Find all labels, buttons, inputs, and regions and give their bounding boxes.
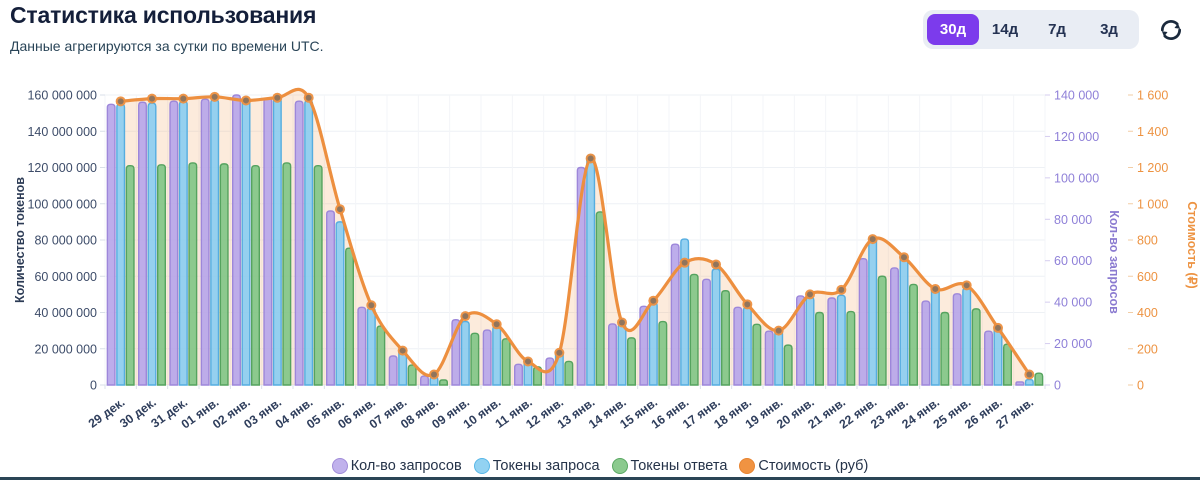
svg-text:160 000 000: 160 000 000 xyxy=(27,89,97,103)
svg-text:800: 800 xyxy=(1137,234,1158,248)
legend-item[interactable]: Токены ответа xyxy=(611,458,728,474)
range-button-7d[interactable]: 7д xyxy=(1031,14,1083,45)
svg-text:100 000 000: 100 000 000 xyxy=(27,197,97,211)
svg-text:20 000 000: 20 000 000 xyxy=(34,342,97,356)
svg-text:100 000: 100 000 xyxy=(1054,171,1099,185)
legend-item[interactable]: Кол-во запросов xyxy=(331,458,462,474)
range-button-30d[interactable]: 30д xyxy=(927,14,979,45)
legend-label: Стоимость (руб) xyxy=(758,458,869,474)
svg-text:60 000 000: 60 000 000 xyxy=(34,270,97,284)
svg-text:1 200: 1 200 xyxy=(1137,161,1168,175)
svg-text:0: 0 xyxy=(1054,379,1061,393)
page-title: Статистика использования xyxy=(10,2,317,28)
legend-label: Токены ответа xyxy=(630,458,728,474)
svg-text:80 000: 80 000 xyxy=(1054,213,1092,227)
svg-text:1 600: 1 600 xyxy=(1137,89,1168,103)
svg-text:40 000 000: 40 000 000 xyxy=(34,306,97,320)
svg-text:140 000 000: 140 000 000 xyxy=(27,125,97,139)
svg-text:Кол-во запросов: Кол-во запросов xyxy=(1107,210,1121,314)
svg-text:Количество токенов: Количество токенов xyxy=(13,177,27,303)
svg-text:0: 0 xyxy=(90,379,97,393)
svg-text:120 000 000: 120 000 000 xyxy=(27,161,97,175)
svg-text:400: 400 xyxy=(1137,306,1158,320)
svg-text:0: 0 xyxy=(1137,379,1144,393)
chart-legend: Кол-во запросов Токены запроса Токены отве… xyxy=(0,458,1200,474)
svg-text:1 400: 1 400 xyxy=(1137,125,1168,139)
svg-text:1 000: 1 000 xyxy=(1137,197,1168,211)
legend-label: Токены запроса xyxy=(492,458,600,474)
legend-marker-icon xyxy=(331,458,348,474)
page-subtitle: Данные агрегируются за сутки по времени … xyxy=(10,38,324,54)
svg-text:200: 200 xyxy=(1137,342,1158,356)
svg-text:140 000: 140 000 xyxy=(1054,89,1099,103)
legend-item[interactable]: Токены запроса xyxy=(473,458,600,474)
range-button-3d[interactable]: 3д xyxy=(1083,14,1135,45)
legend-label: Кол-во запросов xyxy=(350,458,462,474)
footer-divider-bar xyxy=(0,477,1200,480)
svg-text:40 000: 40 000 xyxy=(1054,296,1092,310)
legend-item[interactable]: Стоимость (руб) xyxy=(739,458,868,474)
range-selector: 30д 14д 7д 3д xyxy=(923,10,1139,49)
refresh-icon xyxy=(1158,17,1184,43)
svg-text:80 000 000: 80 000 000 xyxy=(34,234,97,248)
svg-text:120 000: 120 000 xyxy=(1054,130,1099,144)
refresh-button[interactable] xyxy=(1156,15,1186,45)
legend-marker-icon xyxy=(611,458,628,474)
svg-text:600: 600 xyxy=(1137,270,1158,284)
range-button-14d[interactable]: 14д xyxy=(979,14,1031,45)
svg-text:20 000: 20 000 xyxy=(1054,337,1092,351)
legend-marker-icon xyxy=(473,458,490,474)
header-controls: 30д 14д 7д 3д xyxy=(923,10,1186,49)
svg-text:60 000: 60 000 xyxy=(1054,254,1092,268)
svg-text:Стоимость (₽): Стоимость (₽) xyxy=(1185,201,1199,288)
legend-marker-icon xyxy=(739,458,756,474)
